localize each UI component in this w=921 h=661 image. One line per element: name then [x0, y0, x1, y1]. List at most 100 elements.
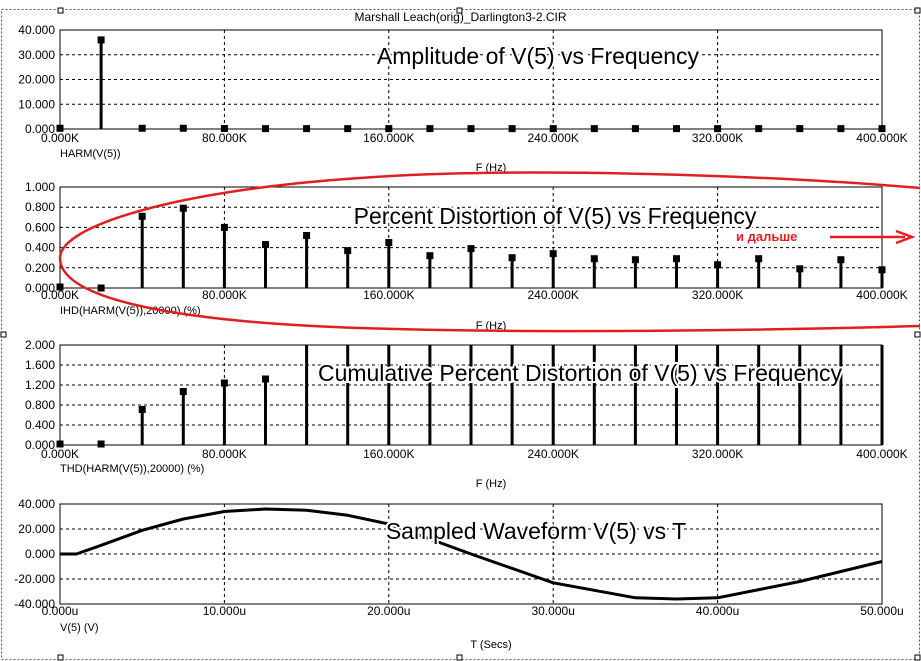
x-tick-label: 160.000K — [363, 131, 414, 145]
data-point-marker — [426, 125, 434, 133]
data-point-marker — [97, 284, 105, 292]
data-point-marker — [262, 125, 269, 133]
chart-panel-2: 0.000 0.200 0.400 0.600 0.800 1.000 0.000K 80.0… — [25, 180, 908, 332]
trace-name-label: IHD(HARM(V(5)),20000) (%) — [60, 305, 201, 317]
data-point-marker — [344, 125, 352, 133]
y-tick-label: 2.000 — [25, 338, 55, 352]
x-tick-label: 50.000u — [860, 604, 903, 618]
trace-name-label: HARM(V(5)) — [60, 148, 121, 160]
waveform-line — [60, 507, 883, 601]
x-tick-label: 0.000K — [41, 288, 79, 302]
data-point-marker — [220, 223, 228, 231]
chart-title: Cumulative Percent Distortion of V(5) vs… — [318, 360, 843, 386]
arrow-right-icon — [895, 229, 916, 245]
data-point-marker — [673, 255, 680, 263]
y-tick-label: 20.000 — [18, 522, 55, 536]
y-tick-label: 1.600 — [25, 358, 55, 372]
data-point-marker — [467, 125, 475, 133]
resize-handle[interactable] — [456, 654, 463, 661]
file-title: Marshall Leach(orig)_Darlington3-2.CIR — [354, 10, 567, 24]
x-axis-label: F (Hz) — [476, 162, 507, 174]
data-point-marker — [714, 261, 722, 269]
data-point-marker — [837, 125, 845, 133]
data-point-marker — [673, 125, 680, 133]
y-tick-label: 20.000 — [18, 73, 55, 87]
data-point-marker — [220, 379, 228, 387]
x-tick-label: 80.000K — [202, 447, 247, 461]
data-point-marker — [385, 125, 393, 133]
data-point-marker — [303, 231, 311, 239]
x-tick-label: 240.000K — [528, 131, 579, 145]
x-tick-label: 80.000K — [202, 131, 247, 145]
y-tick-label: 0.000 — [25, 122, 55, 136]
chart-panel-3: 0.000 0.400 0.800 1.200 1.600 2.000 0.000K 80.0… — [25, 338, 908, 490]
y-tick-label: 0.200 — [25, 261, 55, 275]
x-tick-label: 400.000K — [856, 447, 907, 461]
data-point-marker — [590, 255, 598, 263]
x-tick-label: 0.000K — [41, 447, 79, 461]
data-point-marker — [508, 125, 516, 133]
resize-handle[interactable] — [57, 654, 64, 661]
y-tick-label: 40.000 — [18, 497, 55, 511]
y-tick-label: 1.200 — [25, 378, 55, 392]
data-point-marker — [262, 241, 269, 249]
data-point-marker — [303, 125, 311, 133]
x-tick-label: 20.000u — [367, 604, 410, 618]
y-tick-label: 0.800 — [25, 398, 55, 412]
x-tick-label: 320.000K — [692, 131, 743, 145]
y-tick-label: 0.000 — [25, 281, 55, 295]
x-tick-label: 0.000K — [41, 131, 79, 145]
data-point-marker — [549, 125, 557, 133]
resize-handle[interactable] — [57, 7, 64, 14]
y-tick-label: -40.000 — [14, 597, 55, 611]
x-tick-label: 160.000K — [363, 288, 414, 302]
data-point-marker — [56, 440, 64, 448]
x-tick-label: 160.000K — [363, 447, 414, 461]
data-point-marker — [508, 254, 516, 262]
x-tick-label: 80.000K — [202, 288, 247, 302]
data-point-marker — [179, 204, 187, 212]
chart-title: Amplitude of V(5) vs Frequency — [377, 43, 700, 69]
y-tick-label: 40.000 — [18, 23, 55, 37]
x-tick-label: 400.000K — [856, 288, 907, 302]
x-tick-label: 0.000u — [42, 604, 79, 618]
data-point-marker — [590, 125, 598, 133]
data-point-marker — [878, 125, 886, 133]
resize-handle[interactable] — [914, 331, 921, 338]
data-point-marker — [796, 265, 804, 273]
y-tick-label: 0.400 — [25, 418, 55, 432]
x-tick-label: 320.000K — [692, 288, 743, 302]
x-axis-label: F (Hz) — [476, 320, 507, 332]
y-tick-label: 0.800 — [25, 200, 55, 214]
data-point-marker — [755, 255, 763, 263]
trace-name-label: V(5) (V) — [60, 622, 99, 634]
chart-title: Percent Distortion of V(5) vs Frequency — [354, 203, 757, 229]
x-tick-label: 30.000u — [532, 604, 575, 618]
y-tick-label: 10.000 — [18, 97, 55, 111]
x-tick-label: 320.000K — [692, 447, 743, 461]
data-point-marker — [262, 375, 269, 383]
resize-handle[interactable] — [914, 7, 921, 14]
data-point-marker — [878, 266, 886, 274]
data-point-marker — [138, 212, 146, 220]
data-point-marker — [138, 406, 146, 413]
resize-handle[interactable] — [456, 7, 463, 14]
selection-frame — [1, 9, 920, 660]
data-point-marker — [56, 283, 64, 291]
y-tick-label: 0.000 — [25, 438, 55, 452]
data-point-marker — [385, 239, 393, 247]
y-tick-label: -20.000 — [14, 572, 55, 586]
data-point-marker — [755, 125, 763, 133]
annotation-text: и дальше — [736, 229, 797, 244]
resize-handle[interactable] — [0, 331, 7, 338]
data-point-marker — [56, 124, 64, 132]
data-point-marker — [714, 125, 722, 133]
chart-title: Sampled Waveform V(5) vs T — [386, 518, 686, 544]
x-axis-label: F (Hz) — [476, 478, 507, 490]
data-point-marker — [426, 252, 434, 260]
resize-handle[interactable] — [914, 654, 921, 661]
data-point-marker — [97, 440, 105, 448]
chart-panel-1: 0.000 10.000 20.000 30.000 40.000 0.000K 80.00… — [18, 23, 907, 174]
x-tick-label: 240.000K — [528, 447, 579, 461]
